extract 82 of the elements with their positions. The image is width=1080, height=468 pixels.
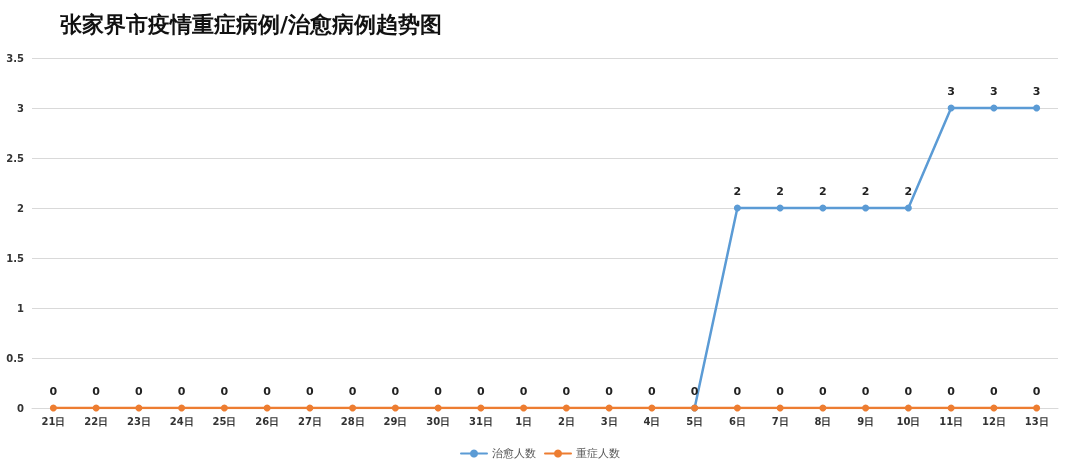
data-label: 0: [519, 384, 528, 398]
data-label: 0: [605, 384, 614, 398]
point: [391, 404, 399, 412]
point: [904, 204, 912, 212]
data-label: 0: [306, 384, 315, 398]
x-tick-label: 31日: [468, 415, 493, 427]
data-label: 0: [135, 384, 144, 398]
x-tick-label: 22日: [84, 415, 109, 427]
data-label: 2: [904, 184, 913, 198]
data-label: 0: [690, 384, 699, 398]
x-tick-label: 8日: [814, 415, 832, 427]
point: [520, 404, 528, 412]
point: [562, 404, 570, 412]
x-tick-label: 2日: [557, 415, 575, 427]
point: [733, 404, 741, 412]
y-tick-label: 0: [17, 402, 25, 414]
point: [49, 404, 57, 412]
data-label: 3: [947, 84, 955, 98]
x-tick-label: 27日: [297, 415, 322, 427]
data-label: 0: [947, 384, 956, 398]
point: [1033, 104, 1041, 112]
y-tick-label: 1.5: [6, 252, 25, 264]
data-label: 3: [1032, 84, 1041, 98]
x-tick-label: 3日: [600, 415, 618, 427]
data-label: 0: [220, 384, 229, 398]
x-tick-label: 4日: [643, 415, 661, 427]
y-tick-label: 3.5: [6, 52, 25, 64]
point: [1033, 404, 1041, 412]
data-label: 0: [1032, 384, 1041, 398]
data-label: 2: [861, 184, 870, 198]
x-tick-label: 6日: [728, 415, 746, 427]
data-label: 0: [477, 384, 486, 398]
data-label: 0: [648, 384, 657, 398]
point: [220, 404, 228, 412]
legend-label: 重症人数: [576, 447, 620, 460]
data-label: 0: [434, 384, 443, 398]
point: [904, 404, 912, 412]
point: [733, 204, 741, 212]
data-label: 2: [776, 184, 784, 198]
data-label: 0: [177, 384, 186, 398]
x-tick-label: 5日: [686, 415, 704, 427]
x-tick-label: 24日: [169, 415, 194, 427]
point: [862, 404, 870, 412]
data-label: 0: [348, 384, 357, 398]
x-tick-label: 30日: [426, 415, 451, 427]
data-label: 2: [819, 184, 827, 198]
y-tick-label: 3: [17, 102, 25, 114]
x-tick-label: 26日: [255, 415, 280, 427]
data-label: 0: [92, 384, 101, 398]
data-label: 0: [776, 384, 785, 398]
x-tick-label: 29日: [383, 415, 408, 427]
x-tick-label: 25日: [212, 415, 237, 427]
x-tick-label: 21日: [41, 415, 66, 427]
y-tick-label: 0.5: [6, 352, 25, 364]
point: [349, 404, 357, 412]
x-tick-label: 1日: [515, 415, 533, 427]
data-label: 0: [819, 384, 828, 398]
data-label: 0: [861, 384, 870, 398]
data-label: 0: [562, 384, 571, 398]
data-label: 2: [733, 184, 742, 198]
data-label: 3: [990, 84, 998, 98]
y-tick-label: 2: [17, 202, 25, 214]
x-tick-label: 7日: [771, 415, 789, 427]
data-label: 0: [904, 384, 913, 398]
x-tick-label: 10日: [896, 415, 921, 427]
point: [862, 204, 870, 212]
data-label: 0: [391, 384, 400, 398]
y-tick-label: 1: [17, 302, 25, 314]
x-tick-label: 23日: [126, 415, 151, 427]
x-tick-label: 28日: [340, 415, 365, 427]
data-label: 0: [990, 384, 999, 398]
chart-title: 张家界市疫情重症病例/治愈病例趋势图: [60, 11, 443, 37]
legend-label: 治愈人数: [492, 447, 536, 460]
x-tick-label: 9日: [857, 415, 875, 427]
data-label: 0: [733, 384, 742, 398]
y-tick-label: 2.5: [6, 152, 25, 164]
x-tick-label: 12日: [981, 415, 1006, 427]
x-tick-label: 13日: [1024, 415, 1049, 427]
x-tick-label: 11日: [939, 415, 964, 427]
data-label: 0: [49, 384, 58, 398]
data-label: 0: [263, 384, 272, 398]
point: [178, 404, 186, 412]
